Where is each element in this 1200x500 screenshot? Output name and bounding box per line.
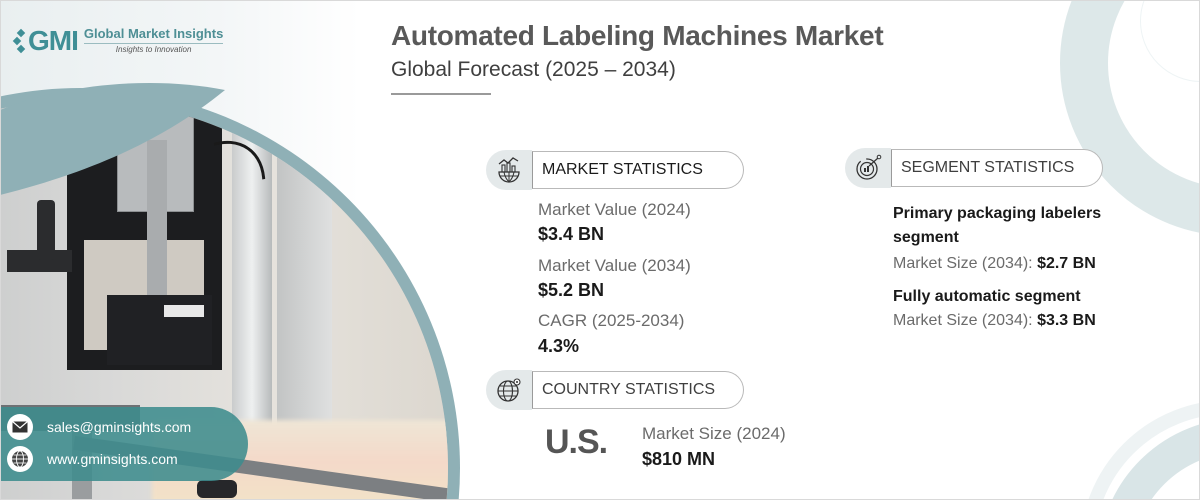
segment-fully-automatic-size: Market Size (2034): $3.3 BN xyxy=(893,312,1096,330)
page-title: Automated Labeling Machines Market xyxy=(391,20,884,51)
segment-primary-size-value: $2.7 BN xyxy=(1037,255,1096,272)
market-statistics-title: MARKET STATISTICS xyxy=(532,151,744,189)
segment-primary-packaging-size: Market Size (2034): $2.7 BN xyxy=(893,255,1096,273)
segment-primary-packaging-name: Primary packaging labelers segment xyxy=(893,202,1101,250)
market-value-2024-label: Market Value (2024) xyxy=(538,200,691,219)
title-divider xyxy=(391,93,491,95)
segment-auto-size-label: Market Size (2034): xyxy=(893,312,1033,329)
gmi-logo: GMI Global Market Insights Insights to I… xyxy=(12,25,224,56)
logo-diamonds-icon xyxy=(12,28,26,54)
target-chart-icon xyxy=(845,148,891,188)
market-statistics-header: MARKET STATISTICS xyxy=(486,150,744,190)
market-value-2024: $3.4 BN xyxy=(538,224,605,244)
globe-pin-icon xyxy=(486,370,532,410)
segment-statistics-title: SEGMENT STATISTICS xyxy=(891,149,1103,187)
mail-icon xyxy=(7,414,33,440)
segment-fully-automatic-name: Fully automatic segment xyxy=(893,288,1081,305)
segment-primary-size-label: Market Size (2034): xyxy=(893,255,1033,272)
segment-primary-line2: segment xyxy=(893,229,959,246)
page-subtitle: Global Forecast (2025 – 2034) xyxy=(391,58,676,81)
logo-mark: GMI xyxy=(28,25,79,56)
segment-auto-size-value: $3.3 BN xyxy=(1037,312,1096,329)
email-link[interactable]: sales@gminsights.com xyxy=(47,419,192,435)
market-value-2034-label: Market Value (2034) xyxy=(538,256,691,275)
teal-lens-shape xyxy=(0,82,225,195)
market-value-2034: $5.2 BN xyxy=(538,280,605,300)
country-name: U.S. xyxy=(545,423,608,461)
website-link[interactable]: www.gminsights.com xyxy=(47,451,178,467)
cagr-value: 4.3% xyxy=(538,336,580,356)
contact-bar: sales@gminsights.com www.gminsights.com xyxy=(0,407,248,481)
logo-name: Global Market Insights xyxy=(83,26,224,44)
segment-primary-line1: Primary packaging labelers xyxy=(893,205,1102,222)
contact-email[interactable]: sales@gminsights.com xyxy=(7,414,191,440)
country-statistics-header: COUNTRY STATISTICS xyxy=(486,370,744,410)
logo-tagline: Insights to Innovation xyxy=(115,45,192,54)
cagr-label: CAGR (2025-2034) xyxy=(538,311,685,330)
country-market-size-value: $810 MN xyxy=(642,449,716,469)
country-statistics-title: COUNTRY STATISTICS xyxy=(532,371,744,409)
country-market-size-label: Market Size (2024) xyxy=(642,424,786,443)
contact-website[interactable]: www.gminsights.com xyxy=(7,446,178,472)
chart-globe-icon xyxy=(486,150,532,190)
segment-statistics-header: SEGMENT STATISTICS xyxy=(845,148,1103,188)
web-globe-icon xyxy=(7,446,33,472)
